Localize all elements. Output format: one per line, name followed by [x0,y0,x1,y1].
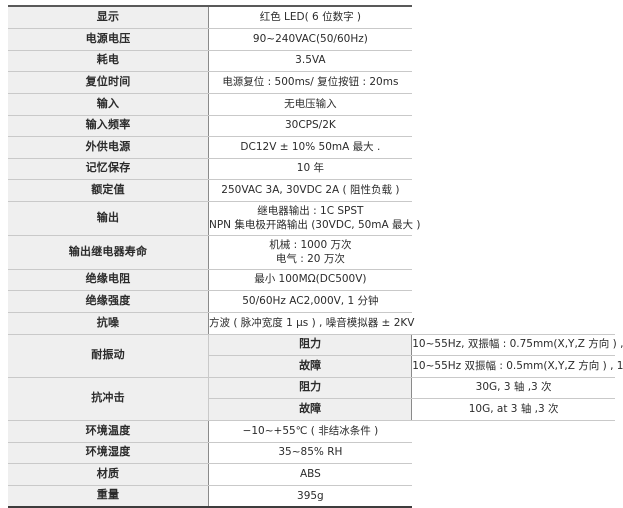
row-value-cell: 3.5VA [207,49,412,72]
row-value-cell: 395g [207,484,412,508]
row-label-cell: 记忆保存 [8,157,209,180]
row-sublabel-cell: 故障 [207,397,412,421]
row-label-cell: 外供电源 [8,135,209,159]
table-row: 输出继电器寿命 机械 : 1000 万次 电气 : 20 万次 [8,234,615,270]
specification-table-body: 显示 红色 LED( 6 位数字 ) 电源电压 90~240VAC(50/60Hz) 耗… [8,5,623,508]
row-label-cell: 复位时间 [8,70,209,94]
value-line: 10~55Hz 双振幅 : 0.5mm(X,Y,Z 方向 ) , 1 分钟 [412,359,623,372]
row-label-cell: 显示 [8,5,209,29]
row-label-cell: 输入频率 [8,114,209,137]
row-label-cell: 输入 [8,92,209,116]
row-value-cell: 方波 ( 脉冲宽度 1 μs ) , 噪音模拟器 ± 2KV [207,311,415,335]
row-value-cell: 30CPS/2K [207,114,412,137]
row-label-cell: 输出继电器寿命 [8,234,209,270]
table-row: 绝缘强度 50/60Hz AC2,000V, 1 分钟 [8,289,615,313]
row-value-cell: 50/60Hz AC2,000V, 1 分钟 [207,289,412,313]
row-sublabel-cell: 阻力 [207,333,412,356]
row-value-cell: 10 年 [207,157,412,180]
value-line: 35~85% RH [278,446,343,459]
table-row: 耗电 3.5VA [8,49,615,72]
table-row: 抗噪 方波 ( 脉冲宽度 1 μs ) , 噪音模拟器 ± 2KV [8,311,615,335]
row-value-cell: 最小 100MΩ(DC500V) [207,268,412,291]
row-label-cell: 耐振动 [8,333,209,378]
row-label-cell: 环境温度 [8,419,209,443]
table-row: 输入频率 30CPS/2K [8,114,615,137]
value-line: NPN 集电极开路输出 (30VDC, 50mA 最大 ) [209,219,421,231]
table-row: 重量 395g [8,484,615,508]
specification-table-container: 显示 红色 LED( 6 位数字 ) 电源电压 90~240VAC(50/60Hz) 耗… [8,5,623,508]
row-label-cell: 重量 [8,484,209,508]
row-value-cell: 无电压输入 [207,92,412,116]
value-line: 250VAC 3A, 30VDC 2A ( 阻性负载 ) [221,183,400,196]
row-label-cell: 抗噪 [8,311,209,335]
table-row: 故障 10G, at 3 轴 ,3 次 [8,397,615,421]
row-value-cell: −10~+55℃ ( 非结冰条件 ) [207,419,412,443]
specification-table: 显示 红色 LED( 6 位数字 ) 电源电压 90~240VAC(50/60Hz) 耗… [8,5,623,508]
value-line: 90~240VAC(50/60Hz) [252,32,368,45]
table-row: 抗冲击 阻力 30G, 3 轴 ,3 次 [8,376,615,421]
row-value-cell: 电源复位 : 500ms/ 复位按钮 : 20ms [207,70,412,94]
value-line: 电源复位 : 500ms/ 复位按钮 : 20ms [222,75,399,88]
value-line: 电气 : 20 万次 [275,253,345,265]
table-row: 绝缘电阻 最小 100MΩ(DC500V) [8,268,615,291]
row-sublabel-cell: 阻力 [207,376,412,399]
table-row: 显示 红色 LED( 6 位数字 ) [8,5,615,29]
row-value-cell: 10~55Hz 双振幅 : 0.5mm(X,Y,Z 方向 ) , 1 分钟 [411,354,623,378]
table-row: 复位时间 电源复位 : 500ms/ 复位按钮 : 20ms [8,70,615,94]
value-line: ABS [299,467,321,480]
table-row: 输出 继电器输出 : 1C SPST NPN 集电极开路输出 (30VDC, 50m… [8,200,615,236]
value-line: 30CPS/2K [284,119,336,132]
value-line: DC12V ± 10% 50mA 最大 . [240,140,381,153]
table-row: 电源电压 90~240VAC(50/60Hz) [8,27,615,51]
row-value-cell: 机械 : 1000 万次 电气 : 20 万次 [207,234,412,270]
table-row: 额定值 250VAC 3A, 30VDC 2A ( 阻性负载 ) [8,178,615,202]
value-line: 最小 100MΩ(DC500V) [254,273,367,286]
row-value-cell: ABS [207,462,412,486]
value-line: 30G, 3 轴 ,3 次 [475,381,552,394]
row-label-cell: 绝缘强度 [8,289,209,313]
row-label-cell: 耗电 [8,49,209,72]
row-value-cell: 10G, at 3 轴 ,3 次 [411,397,615,421]
value-line: 继电器输出 : 1C SPST [257,204,364,217]
row-label-cell: 输出 [8,200,209,236]
table-row: 记忆保存 10 年 [8,157,615,180]
row-value-cell: 250VAC 3A, 30VDC 2A ( 阻性负载 ) [207,178,412,202]
table-row: 材质 ABS [8,462,615,486]
row-value-cell: 红色 LED( 6 位数字 ) [207,5,412,29]
row-label-cell: 绝缘电阻 [8,268,209,291]
row-value-cell: 35~85% RH [207,441,412,464]
value-line: 机械 : 1000 万次 [269,238,352,251]
table-row: 环境温度 −10~+55℃ ( 非结冰条件 ) [8,419,615,443]
row-label-cell: 抗冲击 [8,376,209,421]
row-value-cell: 30G, 3 轴 ,3 次 [411,376,615,399]
value-line: 10G, at 3 轴 ,3 次 [468,402,559,415]
row-label-cell: 环境湿度 [8,441,209,464]
row-value-cell: 10~55Hz, 双振幅 : 0.75mm(X,Y,Z 方向 ) , 1 小时 [411,333,623,356]
value-line: −10~+55℃ ( 非结冰条件 ) [242,424,379,437]
value-line: 395g [297,489,324,502]
table-row: 输入 无电压输入 [8,92,615,116]
value-line: 红色 LED( 6 位数字 ) [259,11,362,24]
table-row: 环境湿度 35~85% RH [8,441,615,464]
value-line: 10 年 [296,162,324,175]
value-line: 3.5VA [295,54,326,67]
value-line: 50/60Hz AC2,000V, 1 分钟 [242,294,379,307]
row-value-cell: 继电器输出 : 1C SPST NPN 集电极开路输出 (30VDC, 50mA … [207,200,421,236]
value-line: 10~55Hz, 双振幅 : 0.75mm(X,Y,Z 方向 ) , 1 小时 [412,338,623,351]
row-sublabel-cell: 故障 [207,354,412,378]
table-row: 外供电源 DC12V ± 10% 50mA 最大 . [8,135,615,159]
row-label-cell: 电源电压 [8,27,209,51]
value-line: 方波 ( 脉冲宽度 1 μs ) , 噪音模拟器 ± 2KV [209,316,415,329]
row-label-cell: 额定值 [8,178,209,202]
row-value-cell: 90~240VAC(50/60Hz) [207,27,412,51]
row-value-cell: DC12V ± 10% 50mA 最大 . [207,135,412,159]
row-label-cell: 材质 [8,462,209,486]
value-line: 无电压输入 [284,97,337,110]
